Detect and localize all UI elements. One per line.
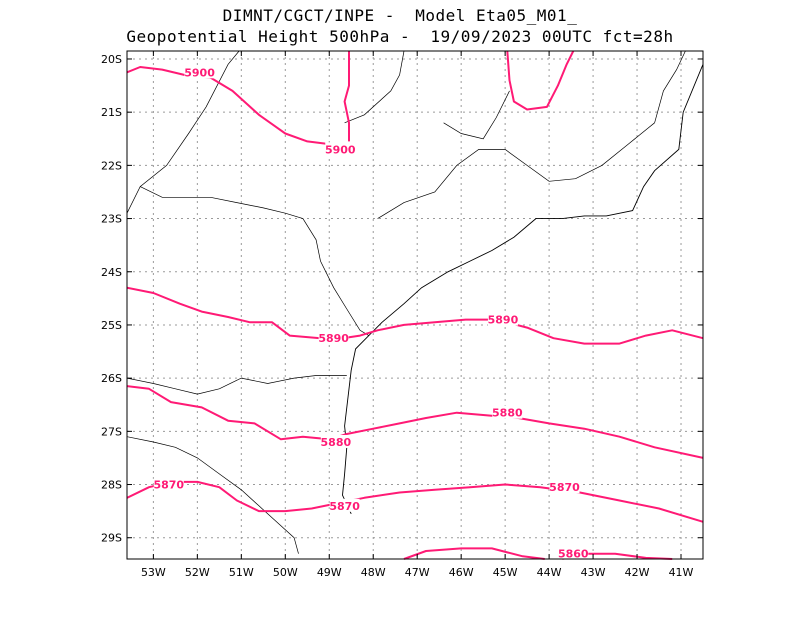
contour-label-bg (558, 546, 589, 560)
lat-tick-label: 25S (101, 319, 122, 332)
contour-label: 5880 (492, 407, 523, 420)
contour-label-bg (549, 480, 580, 494)
contour-label: 5890 (488, 314, 519, 327)
lat-tick-label: 22S (101, 159, 122, 172)
map-frame (126, 50, 704, 560)
state-borders (126, 50, 686, 554)
lon-tick-label: 48W (361, 566, 386, 579)
contour-label-bg (318, 331, 349, 345)
lon-tick-label: 53W (141, 566, 166, 579)
contour-label-bg (492, 405, 523, 419)
contour-label-bg (325, 142, 356, 156)
contour-5880 (126, 385, 704, 459)
contour-label-bg (153, 477, 184, 491)
state-border (377, 122, 655, 219)
title-line-2: Geopotential Height 500hPa - 19/09/2023 … (126, 27, 674, 46)
lon-tick-label: 41W (669, 566, 694, 579)
latitude-ticks: 20S 21S 22S 23S 24S 25S 26S 27S 28S 29S (101, 53, 703, 545)
state-border (654, 50, 686, 123)
lat-tick-label: 24S (101, 266, 122, 279)
lat-tick-label: 20S (101, 53, 122, 66)
lat-tick-label: 29S (101, 532, 122, 545)
lon-tick-label: 42W (625, 566, 650, 579)
contour-5900 (343, 51, 350, 142)
lat-tick-label: 23S (101, 213, 122, 226)
lon-tick-label: 43W (581, 566, 606, 579)
contour-label-bg (329, 498, 360, 512)
contour-lines (126, 50, 704, 560)
state-border (443, 90, 510, 140)
coastline-path (342, 64, 704, 514)
contour-label-bg (320, 434, 351, 448)
contour-label-bg (184, 65, 215, 79)
lon-tick-label: 52W (185, 566, 210, 579)
state-border (140, 186, 369, 336)
contour-5900 (506, 50, 575, 111)
lat-tick-label: 28S (101, 479, 122, 492)
title-line-1: DIMNT/CGCT/INPE - Model Eta05_M01_ (222, 6, 578, 25)
contour-label: 5860 (558, 548, 589, 561)
lon-tick-label: 44W (537, 566, 562, 579)
lat-tick-label: 21S (101, 106, 122, 119)
contour-5900 (126, 66, 330, 146)
contour-label: 5870 (549, 481, 580, 494)
lon-tick-label: 50W (273, 566, 298, 579)
gridlines (127, 51, 703, 559)
contour-label-bg (487, 312, 518, 326)
contour-label: 5900 (325, 143, 356, 156)
lon-tick-label: 51W (229, 566, 254, 579)
state-border (126, 375, 347, 395)
contour-label: 5890 (318, 332, 349, 345)
lon-tick-label: 46W (449, 566, 474, 579)
longitude-ticks: 53W 52W 51W 50W 49W 48W 47W 46W 45W 44W 43W 42W 41W (141, 51, 694, 579)
contour-label: 5870 (329, 500, 360, 513)
lon-tick-label: 49W (317, 566, 342, 579)
lon-tick-label: 45W (493, 566, 518, 579)
contour-label: 5870 (153, 479, 184, 492)
contour-5890 (126, 286, 704, 345)
contour-5860 (403, 547, 545, 560)
state-border (126, 436, 299, 554)
lat-tick-label: 27S (101, 425, 122, 438)
coastline (342, 64, 704, 514)
lon-tick-label: 47W (405, 566, 430, 579)
contour-label: 5880 (321, 436, 352, 449)
contour-labels: 5900 5900 5890 5890 5880 5880 5870 5870 5870 5860 (153, 65, 589, 561)
lat-tick-label: 26S (101, 372, 122, 385)
state-border (344, 50, 405, 124)
contour-5870 (126, 480, 704, 523)
contour-label: 5900 (184, 66, 215, 79)
